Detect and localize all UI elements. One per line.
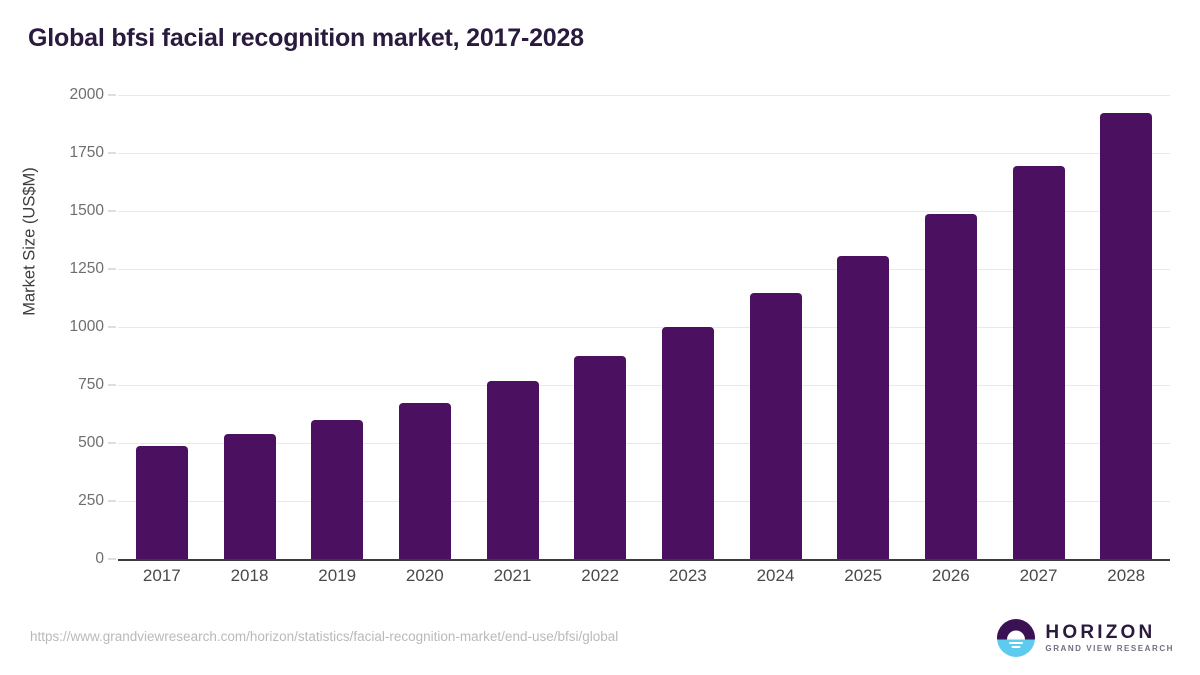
x-axis-tick-label: 2025 bbox=[844, 566, 883, 585]
y-axis-tick-label: 0 bbox=[95, 550, 104, 567]
bar-2024[interactable] bbox=[749, 292, 802, 559]
y-axis-tick-mark bbox=[108, 558, 116, 560]
y-axis-tick-label: 1250 bbox=[69, 260, 104, 277]
bar-2023[interactable] bbox=[661, 327, 714, 559]
y-axis-tick-label: 500 bbox=[78, 434, 104, 451]
gridline bbox=[118, 211, 1170, 212]
y-axis-tick-mark bbox=[108, 94, 116, 96]
y-axis-tick-mark bbox=[108, 268, 116, 270]
horizon-logo-icon bbox=[997, 619, 1036, 657]
bar-series bbox=[118, 95, 1170, 559]
y-axis-tick-label: 750 bbox=[78, 376, 104, 393]
x-axis-tick-label: 2021 bbox=[493, 566, 532, 585]
logo-name: HORIZON bbox=[1045, 622, 1156, 643]
x-axis-tick-label: 2023 bbox=[668, 566, 707, 585]
logo-text: HORIZON GRAND VIEW RESEARCH bbox=[1045, 623, 1174, 653]
y-axis-tick-mark bbox=[108, 384, 116, 386]
bar-2026[interactable] bbox=[924, 214, 977, 559]
source-url[interactable]: https://www.grandviewresearch.com/horizo… bbox=[30, 629, 619, 644]
y-axis-tick-label: 1000 bbox=[69, 318, 104, 335]
x-axis-tick-label: 2018 bbox=[230, 566, 269, 585]
bar-2020[interactable] bbox=[398, 403, 451, 559]
y-axis-tick-label: 1750 bbox=[69, 144, 104, 161]
plot-area bbox=[118, 95, 1170, 561]
page-title: Global bfsi facial recognition market, 2… bbox=[28, 24, 584, 52]
gridline bbox=[118, 95, 1170, 96]
y-axis-tick-label: 250 bbox=[78, 492, 104, 509]
y-axis-tick-mark bbox=[108, 500, 116, 502]
bar-2021[interactable] bbox=[486, 381, 539, 559]
x-axis-tick-label: 2028 bbox=[1107, 566, 1146, 585]
y-axis-tick-mark bbox=[108, 326, 116, 328]
gridline bbox=[118, 153, 1170, 154]
bar-2025[interactable] bbox=[837, 256, 890, 559]
logo-subtitle: GRAND VIEW RESEARCH bbox=[1045, 644, 1174, 653]
y-axis-tick-label: 1500 bbox=[69, 202, 104, 219]
gridline bbox=[118, 327, 1170, 328]
y-axis-tick-mark bbox=[108, 152, 116, 154]
x-axis-tick-label: 2022 bbox=[581, 566, 620, 585]
gridlines bbox=[118, 95, 1170, 561]
gridline bbox=[118, 443, 1170, 444]
x-axis-tick-label: 2019 bbox=[318, 566, 357, 585]
x-axis-tick-labels: 2017 2018 2019 2020 2021 2022 2023 2024 2025 2026… bbox=[118, 566, 1170, 596]
x-axis-tick-label: 2027 bbox=[1019, 566, 1058, 585]
x-axis-tick-label: 2024 bbox=[756, 566, 795, 585]
bar-2028[interactable] bbox=[1100, 112, 1153, 559]
gridline bbox=[118, 559, 1170, 561]
brand-logo: HORIZON GRAND VIEW RESEARCH bbox=[996, 618, 1174, 658]
gridline bbox=[118, 269, 1170, 270]
bar-2018[interactable] bbox=[223, 434, 276, 559]
x-axis-tick-label: 2017 bbox=[142, 566, 181, 585]
bar-2017[interactable] bbox=[135, 446, 188, 559]
bar-2022[interactable] bbox=[574, 355, 627, 559]
gridline bbox=[118, 501, 1170, 502]
x-axis-tick-label: 2020 bbox=[405, 566, 444, 585]
bar-2027[interactable] bbox=[1012, 166, 1065, 559]
bar-2019[interactable] bbox=[311, 419, 364, 559]
y-axis-tick-labels: 0 250 500 750 1000 1250 1500 1750 2000 bbox=[0, 86, 116, 567]
y-axis-tick-mark bbox=[108, 442, 116, 444]
x-axis-tick-label: 2026 bbox=[931, 566, 970, 585]
y-axis-tick-label: 2000 bbox=[69, 86, 104, 103]
gridline bbox=[118, 385, 1170, 386]
y-axis-tick-mark bbox=[108, 210, 116, 212]
